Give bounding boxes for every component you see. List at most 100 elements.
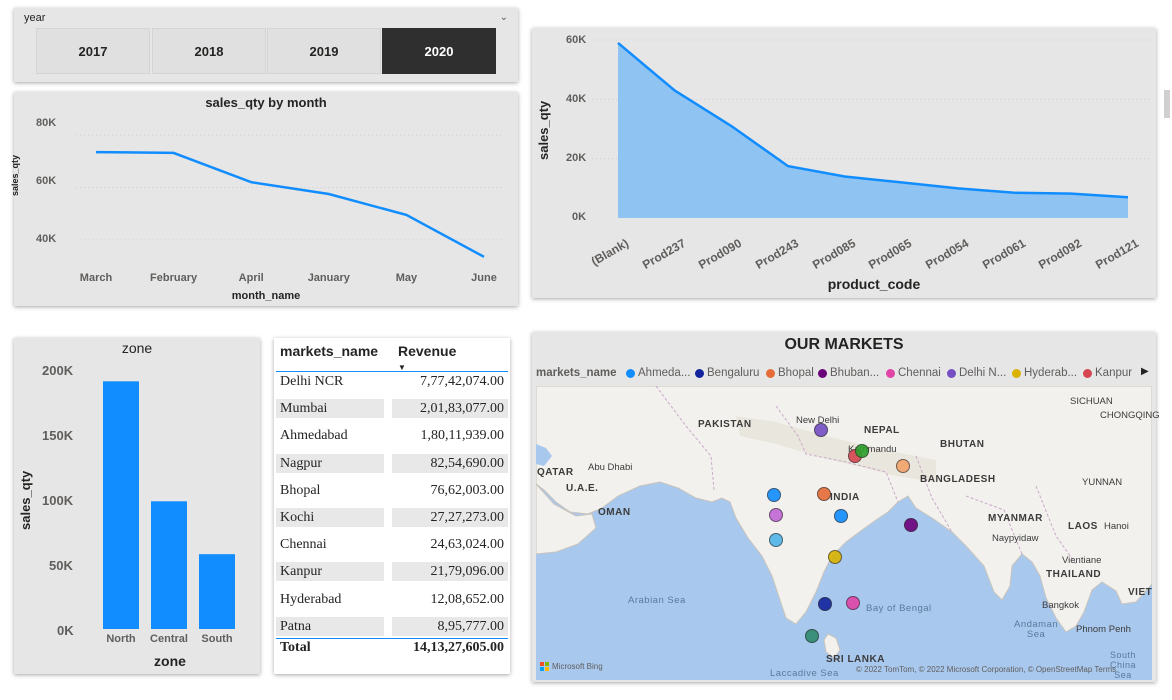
table-cell-market: Chennai (276, 535, 384, 555)
market-bubble[interactable] (818, 597, 832, 611)
year-button-2019[interactable]: 2019 (267, 28, 381, 74)
bar-south[interactable] (199, 554, 235, 629)
scrollbar[interactable] (1164, 90, 1170, 118)
map-label: MYANMAR (988, 513, 1043, 524)
series-area (618, 42, 1128, 218)
table-cell-market: Kochi (276, 508, 384, 527)
map-label: South China Sea (1110, 650, 1137, 680)
market-bubble[interactable] (834, 509, 848, 523)
month-chart-title: sales_qty by month (205, 95, 327, 110)
sort-desc-icon[interactable]: ▼ (398, 363, 406, 372)
market-bubble[interactable] (805, 629, 819, 643)
series-line (95, 150, 485, 258)
month-chart-card[interactable] (14, 92, 518, 306)
legend-item[interactable]: Ahmeda... (626, 367, 690, 379)
map-label: Bay of Bengal (866, 603, 932, 614)
map-attribution[interactable]: © 2022 TomTom, © 2022 Microsoft Corporat… (856, 665, 1117, 674)
table-cell-market: Hyderabad (276, 589, 384, 609)
legend-item[interactable]: Chennai (886, 367, 941, 379)
legend-dot (695, 368, 704, 378)
table-total-value: 14,13,27,605.00 (413, 640, 504, 655)
bar-central[interactable] (151, 501, 187, 629)
table-total-label: Total (280, 640, 311, 655)
map-label: Phnom Penh (1076, 624, 1131, 635)
table-cell-market: Ahmedabad (276, 426, 384, 446)
market-bubble[interactable] (767, 488, 781, 502)
legend-item[interactable]: Bengaluru (695, 367, 759, 379)
legend-next-icon[interactable]: ▶ (1141, 366, 1149, 377)
market-bubble[interactable] (904, 518, 918, 532)
legend-label: Chennai (898, 367, 941, 379)
legend-dot (1083, 368, 1092, 378)
total-divider (276, 638, 508, 639)
map-label: INDIA (830, 492, 860, 503)
zone-ytick: 0K (57, 623, 74, 638)
legend-label: Bengaluru (707, 367, 760, 379)
map-label: Hanoi (1104, 521, 1129, 532)
table-cell-market: Delhi NCR (276, 372, 384, 391)
legend-item[interactable]: Delhi N... (947, 367, 1006, 379)
slicer-title: year (24, 12, 46, 24)
legend-label: Bhopal (778, 367, 814, 379)
month-ytick: 80K (36, 117, 57, 129)
zone-chart-title: zone (121, 340, 153, 356)
chevron-down-icon[interactable]: ⌄ (499, 12, 508, 23)
map-label: THAILAND (1046, 569, 1102, 580)
product-chart-card[interactable] (532, 28, 1156, 298)
legend-item[interactable]: Kanpur (1083, 367, 1132, 379)
market-bubble[interactable] (769, 508, 783, 522)
legend-item[interactable]: Hyderab... (1012, 367, 1077, 379)
zone-ytick: 200K (42, 363, 74, 378)
legend-label: Kanpur (1095, 367, 1133, 379)
table-cell-revenue: 2,01,83,077.00 (392, 399, 508, 419)
legend-item[interactable]: Bhuban... (818, 367, 879, 379)
map-label: SICHUAN (1070, 396, 1113, 407)
map-label: Arabian Sea (628, 595, 686, 606)
map-label: U.A.E. (566, 483, 599, 494)
legend-dot (766, 368, 775, 378)
series-line (617, 42, 1129, 199)
month-ytick: 60K (36, 175, 57, 187)
map-label: LAOS (1068, 521, 1098, 532)
legend-dot (626, 368, 635, 378)
map-title: OUR MARKETS (784, 336, 904, 353)
zone-chart-card[interactable] (14, 338, 260, 674)
map-label: OMAN (598, 507, 631, 518)
map-label: QATAR (537, 467, 574, 478)
market-bubble[interactable] (896, 459, 910, 473)
market-bubble[interactable] (817, 487, 831, 501)
bar-north[interactable] (103, 381, 139, 629)
year-slicer: year ⌄ 2017 2018 2019 2020 (14, 8, 518, 82)
bing-logo-text: Microsoft Bing (552, 662, 603, 671)
table-cell-revenue: 76,62,003.00 (392, 480, 508, 500)
market-bubble[interactable] (855, 444, 869, 458)
legend-label: Delhi N... (959, 367, 1007, 379)
map-label: NEPAL (864, 425, 900, 436)
year-button-2017[interactable]: 2017 (36, 28, 150, 74)
map-label: Abu Dhabi (588, 462, 633, 473)
market-bubble[interactable] (769, 533, 783, 547)
map-label: Laccadive Sea (770, 668, 839, 679)
map-label: Kathmandu (848, 444, 897, 455)
legend-label: Bhuban... (830, 367, 880, 379)
map-label: Bangkok (1042, 600, 1079, 611)
zone-xlabel: zone (154, 653, 186, 669)
month-xlabel: month_name (231, 290, 301, 302)
product-ytick: 0K (572, 211, 587, 223)
legend-dot (886, 368, 895, 378)
market-bubble[interactable] (828, 550, 842, 564)
map-canvas[interactable] (536, 386, 1152, 680)
month-line-chart (76, 134, 504, 258)
year-button-2020[interactable]: 2020 (382, 28, 496, 74)
map-label: Andaman Sea (1014, 619, 1059, 640)
zone-ytick: 150K (42, 428, 74, 443)
market-bubble[interactable] (814, 423, 828, 437)
zone-xtick: South (201, 633, 233, 645)
table-header-revenue[interactable]: Revenue (398, 343, 457, 359)
map-label: CHONGQING (1100, 410, 1160, 421)
table-cell-market: Nagpur (276, 453, 384, 473)
year-button-2018[interactable]: 2018 (152, 28, 266, 74)
table-header-market[interactable]: markets_name (280, 343, 379, 359)
legend-item[interactable]: Bhopal (766, 367, 814, 379)
market-bubble[interactable] (846, 596, 860, 610)
